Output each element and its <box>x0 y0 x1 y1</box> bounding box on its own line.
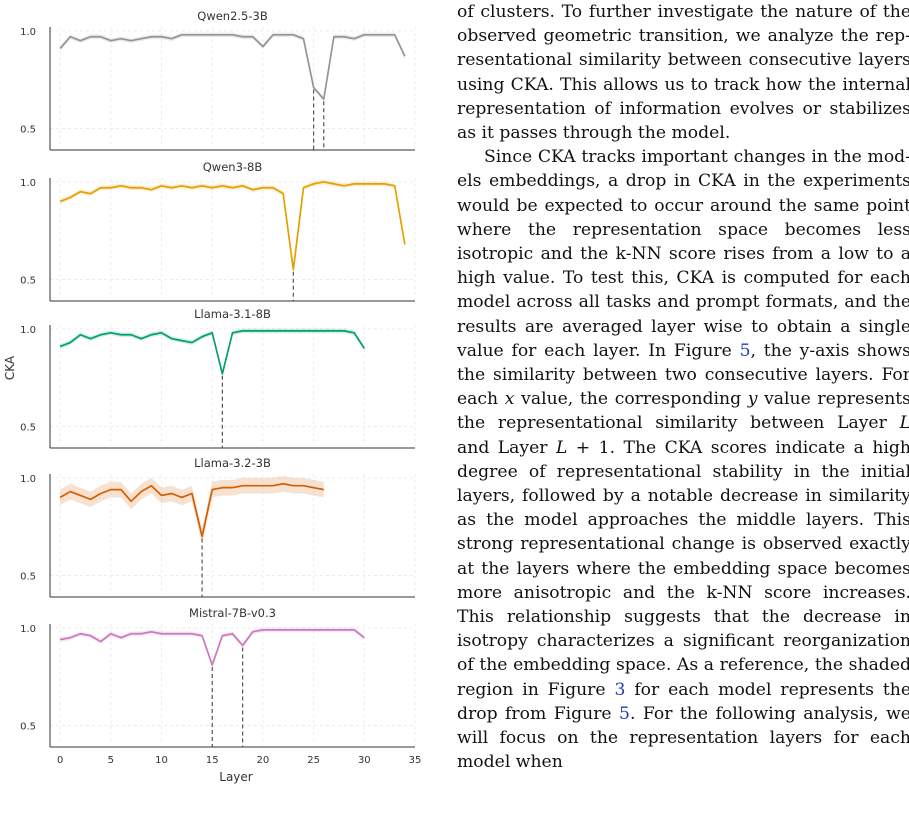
paragraph-2-part-f: . The CKA scores indicate a high de­gree… <box>457 437 909 700</box>
x-tick-label: 25 <box>307 755 320 766</box>
paragraph-2-part-g: for each model represents the drop from … <box>457 679 909 724</box>
panel-title: Qwen2.5-3B <box>197 9 268 23</box>
chart-panel: 0.5 1.0 Qwen3-8B <box>20 160 416 302</box>
variance-band <box>60 627 365 668</box>
y-tick-label: 1.0 <box>20 27 36 38</box>
y-axis-label: CKA <box>3 355 17 380</box>
x-tick-label: 15 <box>206 755 219 766</box>
cka-figure: 0.5 1.0 Qwen2.5-3B 0.5 1.0 Qwen3-8B 0.5 1.0 Llam… <box>3 9 421 784</box>
y-tick-label: 0.5 <box>20 124 36 135</box>
y-tick-label: 1.0 <box>20 624 36 635</box>
figure-5-ref-2[interactable]: 5 <box>619 703 630 724</box>
x-axis-label: Layer <box>219 770 253 784</box>
x-tick-label: 10 <box>155 755 168 766</box>
x-tick-label: 5 <box>108 755 114 766</box>
series-line <box>59 181 406 271</box>
math-x: x <box>504 389 515 410</box>
y-tick-label: 1.0 <box>20 325 36 336</box>
y-tick-label: 0.5 <box>20 275 36 286</box>
x-tick-label: 0 <box>57 755 63 766</box>
y-tick-label: 0.5 <box>20 422 36 433</box>
chart-panel: 0.5 1.0 Llama-3.1-8B <box>20 307 416 449</box>
paragraph-2-part-b: , the y-axis shows the similarity betwee… <box>457 340 909 410</box>
y-tick-label: 0.5 <box>20 721 36 732</box>
math-plus-one: + 1 <box>567 437 610 458</box>
paragraph-2-part-a: Since CKA tracks important changes in th… <box>457 147 909 361</box>
paragraph-1: of clusters. To further investigate the … <box>457 2 909 144</box>
variance-band <box>60 179 405 273</box>
math-L-plus: L <box>555 437 568 458</box>
series-line <box>59 33 406 101</box>
paragraph-2: Since CKA tracks important changes in th… <box>457 145 909 774</box>
panel-title: Qwen3-8B <box>203 160 263 174</box>
y-tick-label: 0.5 <box>20 571 36 582</box>
variance-band <box>60 475 324 545</box>
panel-title: Llama-3.1-8B <box>194 307 271 321</box>
chart-panel: 0.5 1.0 Mistral-7B-v0.3 0 5 10 15 20 25 30 35 <box>20 606 421 766</box>
x-tick-label: 20 <box>257 755 270 766</box>
y-tick-label: 1.0 <box>20 178 36 189</box>
panel-title: Mistral-7B-v0.3 <box>189 606 276 620</box>
series-line <box>59 330 366 375</box>
y-tick-label: 1.0 <box>20 474 36 485</box>
chart-panel: 0.5 1.0 Qwen2.5-3B <box>20 9 416 151</box>
chart-panel: 0.5 1.0 Llama-3.2-3B <box>20 456 416 598</box>
series-line <box>59 482 324 538</box>
x-tick-label: 30 <box>358 755 371 766</box>
paragraph-2-part-e: and Layer <box>457 437 548 458</box>
math-y: y <box>747 389 758 410</box>
panel-title: Llama-3.2-3B <box>194 456 271 470</box>
body-text: of clusters. To further investigate the … <box>457 0 909 775</box>
figure-5-ref[interactable]: 5 <box>739 340 751 361</box>
paragraph-2-part-d: value represents the representational si… <box>457 389 909 434</box>
figure-3-ref[interactable]: 3 <box>614 679 626 700</box>
x-tick-label: 35 <box>409 755 422 766</box>
paragraph-2-part-c: value, the corresponding <box>521 389 742 410</box>
paragraph-2-part-h: . For the following analysis, we will fo… <box>457 703 909 773</box>
variance-band <box>60 32 405 102</box>
series-line <box>59 629 365 666</box>
math-L: L <box>900 413 909 433</box>
